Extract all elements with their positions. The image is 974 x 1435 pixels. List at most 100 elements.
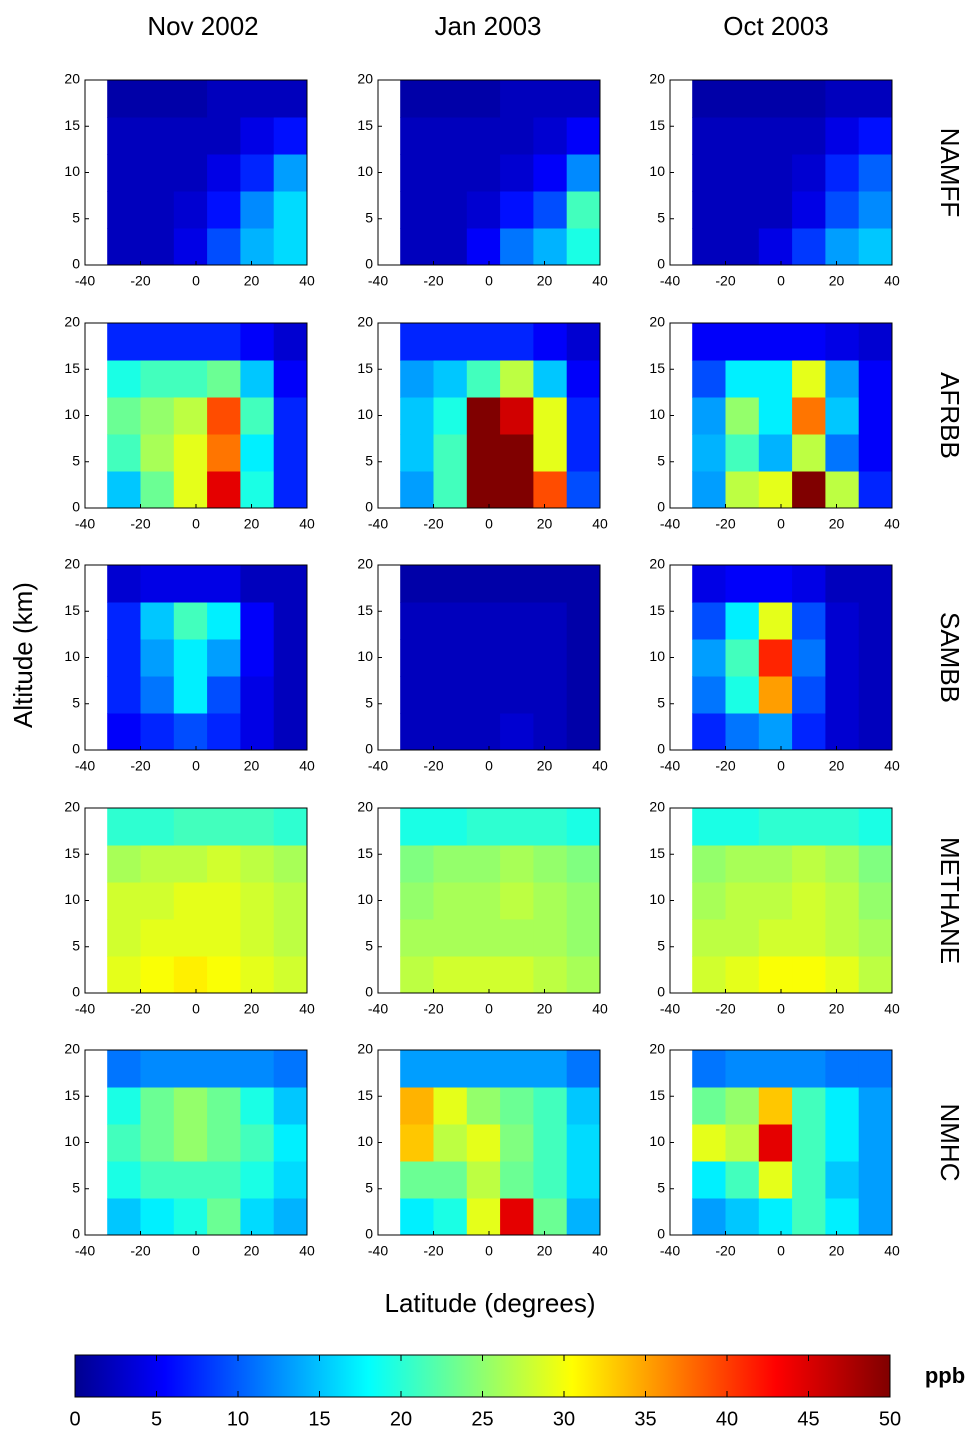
heatmap-cell	[858, 565, 893, 603]
heatmap-cell	[566, 919, 601, 957]
heatmap-cell	[692, 191, 726, 229]
x-tick-label: -40	[660, 1001, 680, 1017]
heatmap-cell	[107, 471, 141, 509]
heatmap-cell	[140, 808, 175, 846]
y-tick-label: 20	[64, 1041, 80, 1057]
heatmap-cell	[758, 713, 793, 751]
heatmap-cell	[725, 1050, 760, 1088]
heatmap-cell	[140, 1198, 175, 1236]
heatmap-cell	[858, 602, 893, 640]
heatmap-cell	[433, 434, 468, 472]
heatmap-cell	[792, 956, 826, 994]
x-tick-label: -40	[660, 758, 680, 774]
colorbar-tick-label: 20	[390, 1408, 412, 1430]
heatmap-cell	[107, 956, 141, 994]
heatmap-cell	[825, 1161, 860, 1199]
x-tick-label: 20	[537, 516, 553, 532]
heatmap-cell	[140, 845, 175, 883]
heatmap-cell	[858, 1198, 893, 1236]
heatmap-cell	[140, 919, 175, 957]
heatmap-cell	[400, 1050, 434, 1088]
heatmap-cell	[825, 360, 860, 398]
heatmap-cell	[107, 602, 141, 640]
heatmap-cell	[725, 80, 760, 118]
heatmap-cell	[173, 1124, 208, 1162]
y-tick-label: 0	[365, 256, 373, 272]
heatmap-cell	[433, 808, 468, 846]
heatmap-cell	[433, 676, 468, 714]
heatmap-cell	[725, 919, 760, 957]
heatmap-cell	[792, 845, 826, 883]
heatmap-cell	[107, 882, 141, 920]
heatmap-cell	[692, 1198, 726, 1236]
heatmap-cell	[207, 1124, 241, 1162]
heatmap-cell	[858, 845, 893, 883]
heatmap-cell	[207, 1050, 241, 1088]
heatmap-cell	[792, 191, 826, 229]
heatmap-cell	[533, 1087, 568, 1125]
row-title: AFRBB	[935, 372, 965, 459]
heatmap-cell	[173, 676, 208, 714]
y-tick-label: 0	[657, 499, 665, 515]
heatmap-cell	[433, 80, 468, 118]
y-tick-label: 10	[357, 1133, 373, 1149]
heatmap-cell	[533, 1050, 568, 1088]
heatmap-cell	[140, 80, 175, 118]
heatmap-cell	[533, 808, 568, 846]
y-tick-label: 0	[365, 741, 373, 757]
y-tick-label: 0	[657, 741, 665, 757]
x-tick-label: 0	[777, 1001, 785, 1017]
heatmap-cell	[725, 360, 760, 398]
heatmap-cell	[566, 1050, 601, 1088]
heatmap-cell	[240, 471, 275, 509]
heatmap-cell	[792, 1050, 826, 1088]
x-tick-label: -40	[75, 273, 95, 289]
heatmap-cell	[758, 676, 793, 714]
heatmap-cell	[433, 360, 468, 398]
x-tick-label: -20	[130, 1001, 150, 1017]
x-tick-label: -20	[423, 1243, 443, 1259]
heatmap-cell	[825, 602, 860, 640]
heatmap-cell	[140, 676, 175, 714]
y-tick-label: 20	[64, 556, 80, 572]
heatmap-cell	[792, 882, 826, 920]
heatmap-cell	[400, 1198, 434, 1236]
heatmap-cell	[433, 713, 468, 751]
heatmap-cell	[500, 1124, 534, 1162]
colorbar-tick-label: 45	[797, 1408, 819, 1430]
x-tick-label: 0	[485, 273, 493, 289]
y-tick-label: 0	[657, 1226, 665, 1242]
heatmap-cell	[825, 713, 860, 751]
x-tick-label: -40	[660, 273, 680, 289]
heatmap-cell	[533, 397, 568, 435]
heatmap-cell	[240, 808, 275, 846]
heatmap-cell	[173, 956, 208, 994]
heatmap-cell	[273, 434, 308, 472]
heatmap-cell	[825, 228, 860, 266]
y-tick-label: 20	[357, 556, 373, 572]
heatmap-cell	[400, 808, 434, 846]
heatmap-cell	[466, 117, 501, 155]
heatmap-cell	[500, 956, 534, 994]
heatmap-cell	[433, 1198, 468, 1236]
heatmap-cell	[858, 191, 893, 229]
y-tick-label: 15	[357, 845, 373, 861]
heatmap-cell	[758, 639, 793, 677]
heatmap-cell	[758, 117, 793, 155]
heatmap-cell	[173, 1050, 208, 1088]
heatmap-cell	[207, 154, 241, 192]
heatmap-cell	[792, 397, 826, 435]
heatmap-cell	[758, 154, 793, 192]
heatmap-cell	[107, 80, 141, 118]
heatmap-cell	[273, 602, 308, 640]
x-tick-label: -40	[75, 1243, 95, 1259]
y-tick-label: 15	[649, 845, 665, 861]
heatmap-cell	[692, 228, 726, 266]
y-tick-label: 15	[357, 360, 373, 376]
x-tick-label: -40	[660, 516, 680, 532]
heatmap-cell	[273, 323, 308, 361]
heatmap-cell	[758, 323, 793, 361]
heatmap-cell	[500, 919, 534, 957]
heatmap-cell	[107, 323, 141, 361]
heatmap-cell	[825, 1198, 860, 1236]
